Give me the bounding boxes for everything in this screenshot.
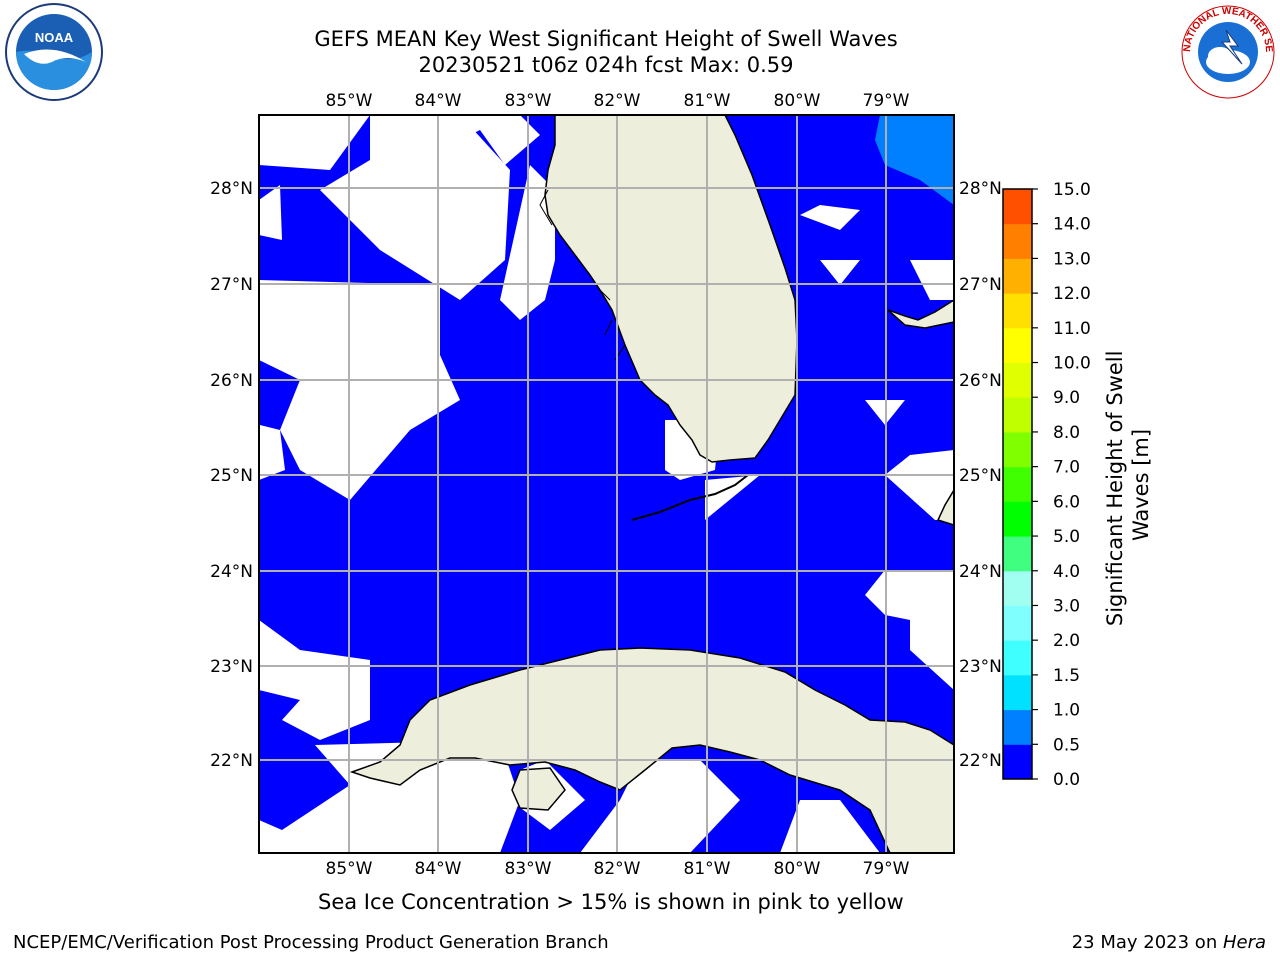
colorbar-tick-label: 3.0 <box>1053 596 1080 616</box>
colorbar-tick-label: 11.0 <box>1053 319 1091 339</box>
chart-title: GEFS MEAN Key West Significant Height of… <box>314 27 898 51</box>
lat-label-right: 23°N <box>959 657 1002 677</box>
colorbar-label: Significant Height of Swell Waves [m] <box>1103 344 1153 626</box>
footer-branch: NCEP/EMC/Verification Post Processing Pr… <box>13 932 609 953</box>
lon-label-bottom: 81°W <box>684 859 731 879</box>
lat-label-left: 26°N <box>210 371 253 391</box>
lat-label-right: 24°N <box>959 562 1002 582</box>
lat-label-left: 23°N <box>210 657 253 677</box>
lon-label-top: 84°W <box>415 91 462 111</box>
lon-label-top: 79°W <box>863 91 910 111</box>
footer-date: 23 May 2023 on Hera <box>1072 932 1266 953</box>
lat-label-left: 28°N <box>210 179 253 199</box>
lat-label-right: 27°N <box>959 275 1002 295</box>
colorbar-segment <box>1003 258 1032 294</box>
bahamas-land <box>887 299 954 329</box>
lon-label-bottom: 84°W <box>415 859 462 879</box>
colorbar-tick-label: 1.5 <box>1053 666 1080 686</box>
colorbar-segment <box>1003 744 1032 780</box>
lat-label-right: 28°N <box>959 179 1002 199</box>
colorbar-tick-label: 14.0 <box>1053 215 1091 235</box>
lon-label-bottom: 83°W <box>505 859 552 879</box>
colorbar-tick-label: 1.0 <box>1053 701 1080 721</box>
lon-label-bottom: 80°W <box>774 859 821 879</box>
lat-label-left: 27°N <box>210 275 253 295</box>
colorbar-tick-label: 10.0 <box>1053 354 1091 374</box>
colorbar-segment <box>1003 640 1032 676</box>
colorbar-segment <box>1003 501 1032 537</box>
colorbar-tick-label: 15.0 <box>1053 180 1091 200</box>
lon-label-top: 81°W <box>684 91 731 111</box>
colorbar-tick-label: 9.0 <box>1053 388 1080 408</box>
colorbar-tick-label: 6.0 <box>1053 492 1080 512</box>
lon-label-bottom: 79°W <box>863 859 910 879</box>
florida-keys <box>631 474 749 521</box>
colorbar-label-line2: Waves [m] <box>1129 429 1153 541</box>
colorbar-segment <box>1003 293 1032 329</box>
colorbar-segment <box>1003 223 1032 259</box>
lon-label-top: 85°W <box>326 91 373 111</box>
lat-label-left: 24°N <box>210 562 253 582</box>
footer-date-text: 23 May 2023 on <box>1071 932 1223 953</box>
colorbar-segment <box>1003 674 1032 711</box>
colorbar-segment <box>1003 362 1032 398</box>
nws-logo: NATIONAL WEATHER SERVICE <box>1176 2 1275 99</box>
isla-de-la-juventud <box>511 767 566 811</box>
swell-0-5-to-1-0-region <box>875 115 954 205</box>
colorbar-tick-label: 0.0 <box>1053 770 1080 790</box>
colorbar-label-line1: Significant Height of Swell <box>1103 351 1127 627</box>
florida-land <box>544 115 798 463</box>
colorbar-segment <box>1003 466 1032 502</box>
lat-label-right: 25°N <box>959 466 1002 486</box>
colorbar-segment <box>1003 189 1032 225</box>
colorbar-segment <box>1003 397 1032 433</box>
lon-label-top: 80°W <box>774 91 821 111</box>
lon-label-top: 83°W <box>505 91 552 111</box>
chart-subtitle: 20230521 t06z 024h fcst Max: 0.59 <box>418 53 794 77</box>
map-frame <box>258 114 955 854</box>
colorbar-tick-label: 12.0 <box>1053 284 1091 304</box>
lat-label-right: 22°N <box>959 751 1002 771</box>
andros-land <box>936 488 954 526</box>
colorbar-segment <box>1003 536 1032 572</box>
lat-label-left: 25°N <box>210 466 253 486</box>
lon-label-top: 82°W <box>594 91 641 111</box>
colorbar-tick-label: 7.0 <box>1053 458 1080 478</box>
colorbar-tick-label: 13.0 <box>1053 249 1091 269</box>
colorbar-segment <box>1003 709 1032 745</box>
colorbar-tick-label: 8.0 <box>1053 423 1080 443</box>
colorbar-segment <box>1003 570 1032 606</box>
lat-label-left: 22°N <box>210 751 253 771</box>
colorbar: 0.0 0.5 1.0 1.5 2.0 3.0 4.0 5.0 6.0 7.0 8.0 9.0 10.0… <box>1002 180 1091 790</box>
lon-label-bottom: 82°W <box>594 859 641 879</box>
colorbar-segment <box>1003 327 1032 364</box>
colorbar-tick-label: 2.0 <box>1053 631 1080 651</box>
colorbar-segment <box>1003 605 1032 641</box>
footer-machine: Hera <box>1222 932 1266 953</box>
colorbar-segment <box>1003 431 1032 468</box>
colorbar-tick-label: 0.5 <box>1053 735 1080 755</box>
lon-label-bottom: 85°W <box>326 859 373 879</box>
lat-label-right: 26°N <box>959 371 1002 391</box>
sea-ice-note: Sea Ice Concentration > 15% is shown in … <box>318 890 904 914</box>
swell-height-map: 85°W 84°W 83°W 82°W 81°W 80°W 79°W 85°W … <box>210 91 1153 879</box>
graticule <box>259 115 954 853</box>
colorbar-tick-label: 5.0 <box>1053 527 1080 547</box>
noaa-logo: NOAA <box>5 3 103 101</box>
noaa-logo-text: NOAA <box>35 30 74 45</box>
colorbar-frame <box>1002 188 1033 780</box>
colorbar-tick-label: 4.0 <box>1053 562 1080 582</box>
no-data-regions <box>259 115 954 853</box>
